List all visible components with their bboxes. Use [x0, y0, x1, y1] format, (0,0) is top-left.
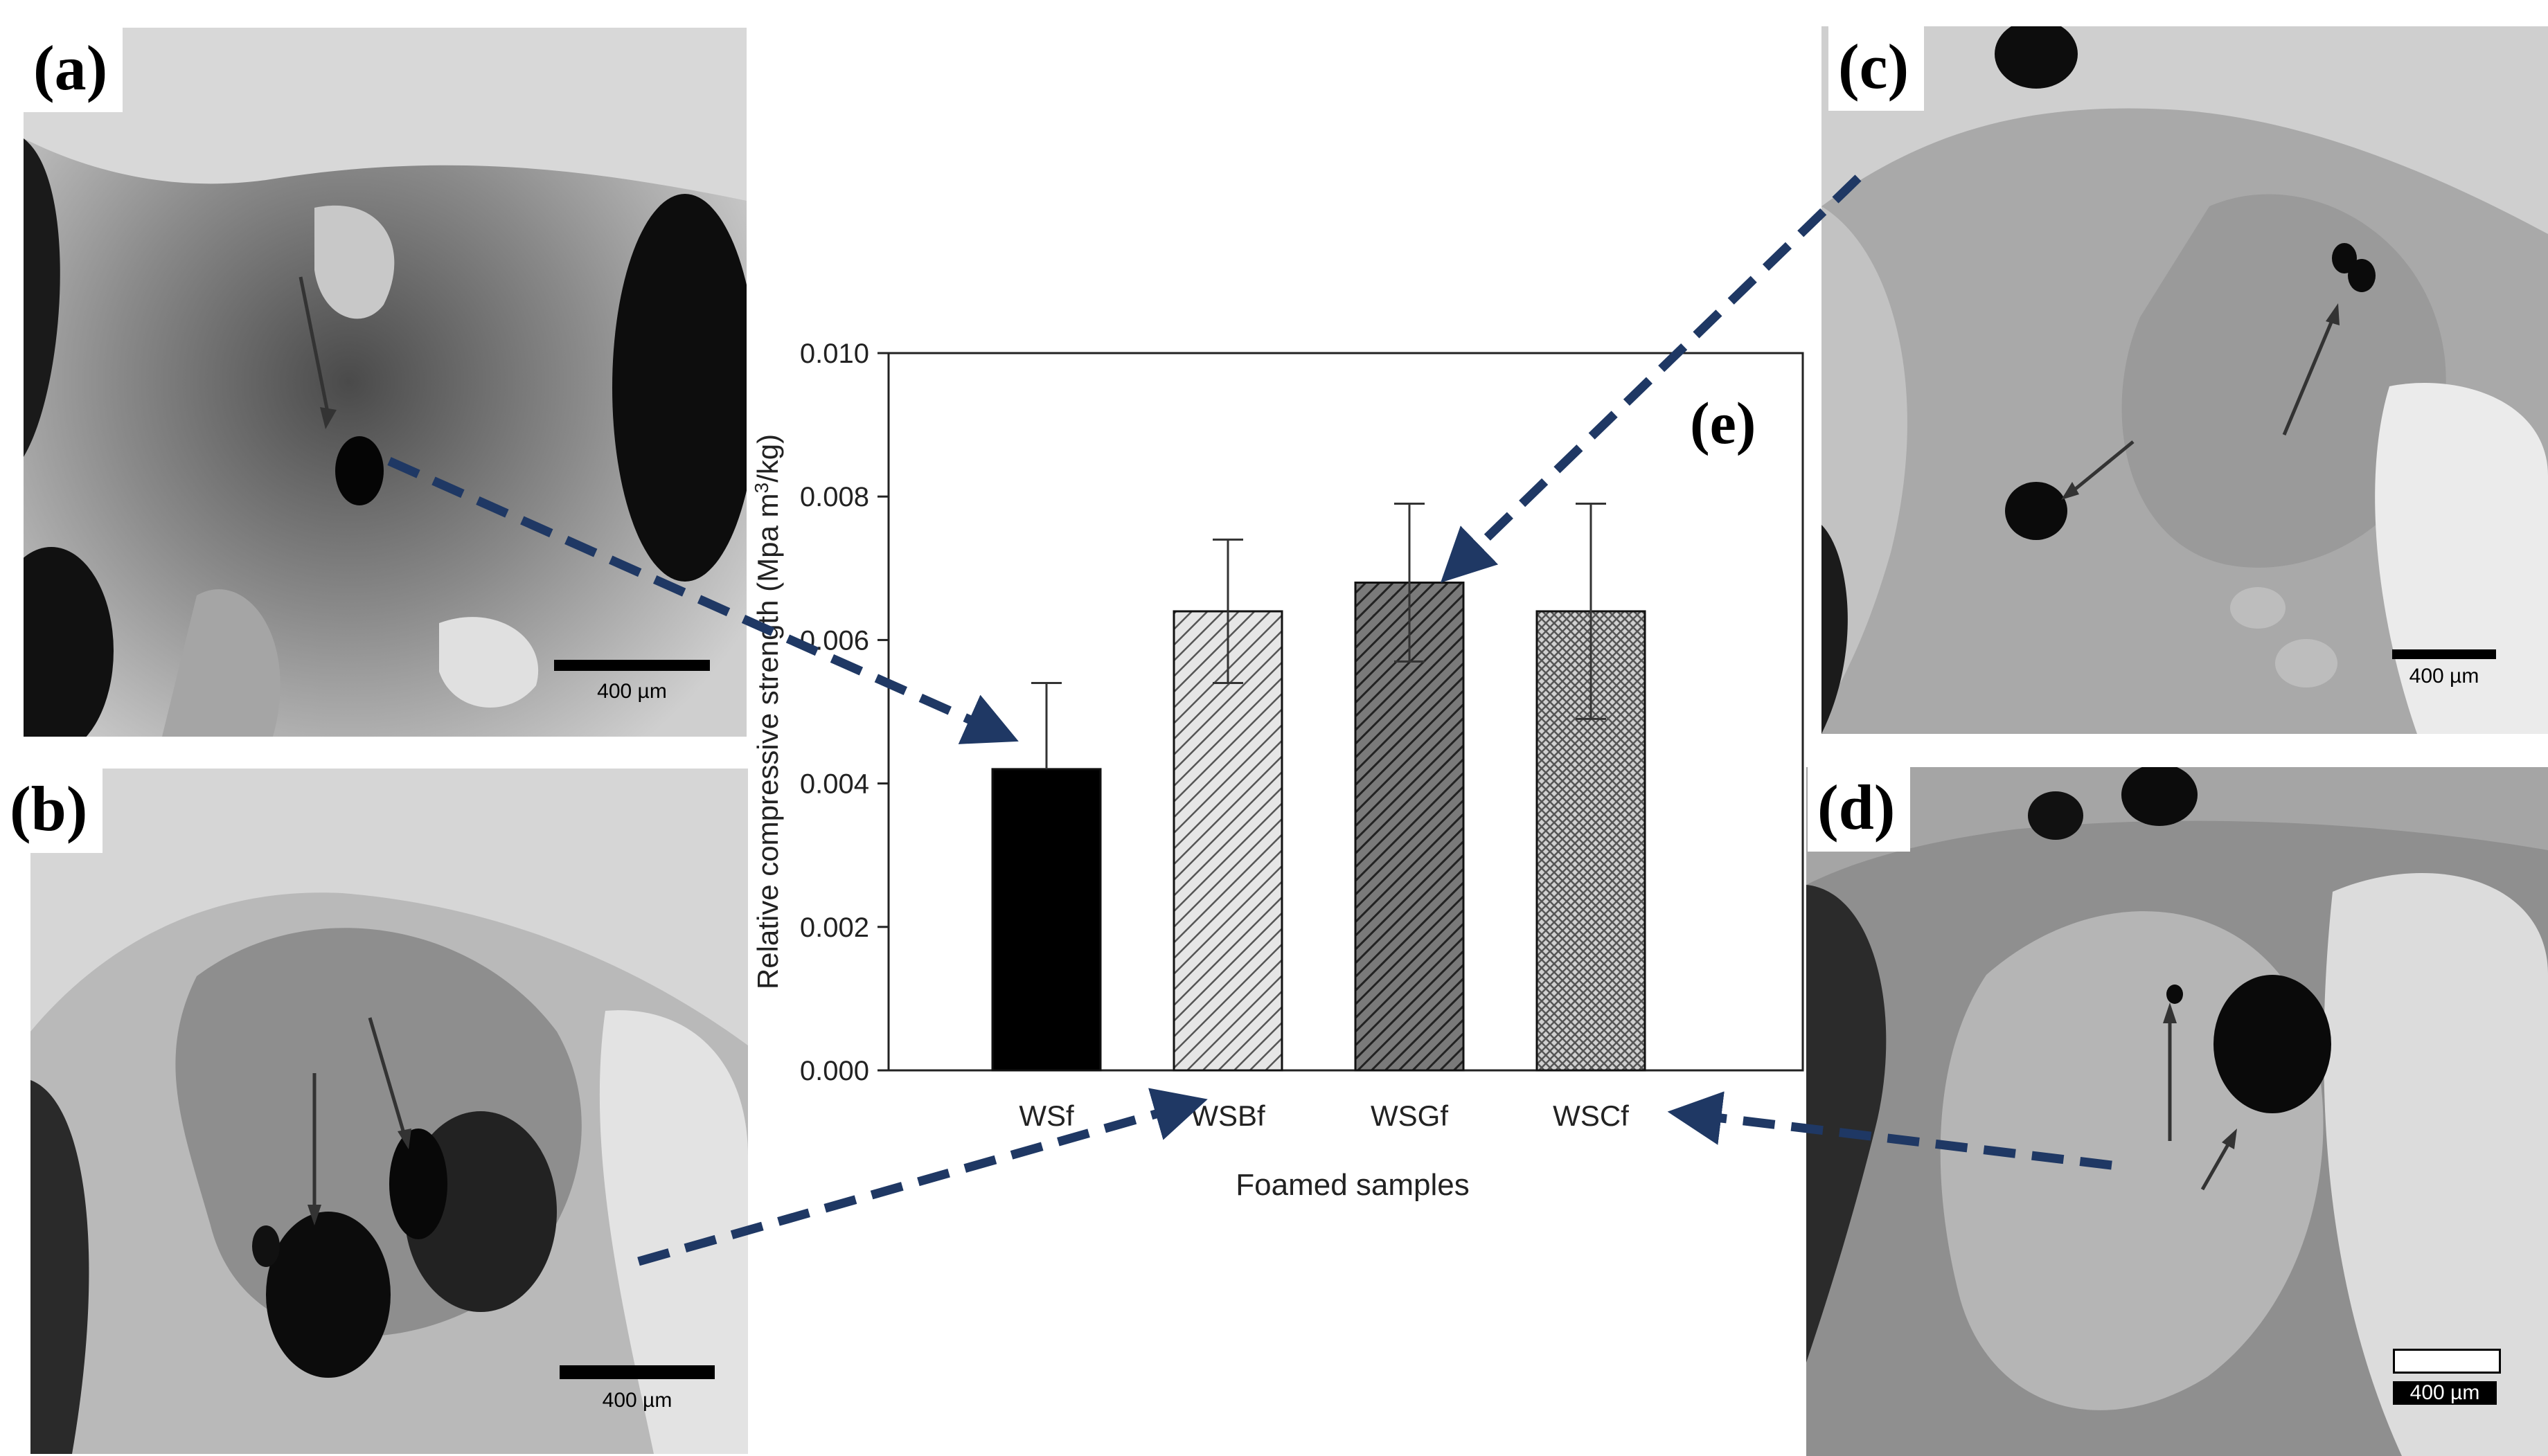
- bar-WSf: [991, 768, 1102, 1072]
- panel-label-b: (b): [0, 769, 103, 853]
- y-tick-label: 0.008: [800, 482, 869, 512]
- scale-label-d: 400 µm: [2393, 1381, 2497, 1405]
- scale-label-b: 400 µm: [602, 1389, 672, 1412]
- scale-bar-d: [2393, 1349, 2501, 1374]
- panel-label-c: (c): [1828, 26, 1925, 111]
- x-tick-label-WSCf: WSCf: [1553, 1099, 1629, 1132]
- sem-image-c: [1821, 26, 2548, 734]
- y-axis-label: Relative compressive strength (Mpa m3/kg…: [751, 434, 784, 989]
- scale-bar-b: [560, 1365, 715, 1379]
- x-tick-label-WSGf: WSGf: [1371, 1099, 1448, 1132]
- panel-label-d: (d): [1808, 767, 1911, 852]
- y-tick-label: 0.002: [800, 913, 869, 943]
- scale-label-c: 400 µm: [2409, 665, 2479, 687]
- y-tick-label: 0.006: [800, 625, 869, 656]
- sem-image-a: [24, 28, 747, 737]
- x-axis-label: Foamed samples: [1236, 1168, 1469, 1202]
- bar-WSBf: [1173, 610, 1283, 1072]
- x-tick-label-WSBf: WSBf: [1191, 1099, 1265, 1132]
- y-tick-label: 0.004: [800, 769, 869, 800]
- bar-WSGf: [1354, 582, 1465, 1072]
- scale-bar-c: [2392, 649, 2496, 659]
- panel-label-a: (a): [24, 28, 123, 112]
- y-tick-label: 0.010: [800, 339, 869, 369]
- panel-label-e: (e): [1690, 390, 1756, 456]
- y-tick-label: 0.000: [800, 1056, 869, 1086]
- x-tick-label-WSf: WSf: [1019, 1099, 1074, 1132]
